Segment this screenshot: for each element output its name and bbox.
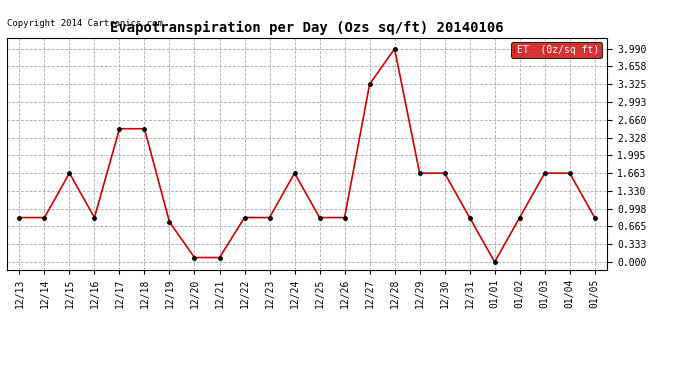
Legend: ET  (0z/sq ft): ET (0z/sq ft) xyxy=(511,42,602,58)
Title: Evapotranspiration per Day (Ozs sq/ft) 20140106: Evapotranspiration per Day (Ozs sq/ft) 2… xyxy=(110,21,504,35)
Text: Copyright 2014 Cartronics.com: Copyright 2014 Cartronics.com xyxy=(7,19,163,28)
